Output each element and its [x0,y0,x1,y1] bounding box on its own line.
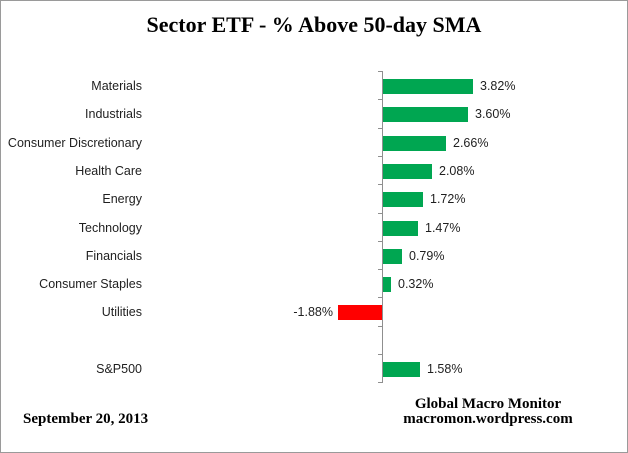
value-label-consumer-staples: 0.32% [398,277,434,291]
bar-financials [383,249,402,264]
category-label-utilities: Utilities [101,305,142,319]
category-label-materials: Materials [91,79,142,93]
category-label-health-care: Health Care [75,164,142,178]
value-label-industrials: 3.60% [475,107,511,121]
bar-industrials [383,107,468,122]
value-label-utilities: -1.88% [293,305,333,319]
category-label-consumer-staples: Consumer Staples [39,277,142,291]
axis-tick [378,156,382,157]
axis-tick [378,213,382,214]
value-label-s-p500: 1.58% [427,362,463,376]
axis-tick [378,71,382,72]
category-label-consumer-discretionary: Consumer Discretionary [7,136,142,150]
category-label-financials: Financials [85,249,142,263]
bar-s-p500 [383,362,420,377]
axis-tick [378,184,382,185]
axis-tick [378,297,382,298]
axis-tick [378,326,382,327]
value-label-energy: 1.72% [430,192,466,206]
value-label-health-care: 2.08% [439,164,475,178]
bar-consumer-staples [383,277,391,292]
axis-tick [378,99,382,100]
category-label-s-p500: S&P500 [96,362,142,376]
source-attribution: Global Macro Monitor macromon.wordpress.… [348,396,627,427]
axis-tick [378,241,382,242]
bar-consumer-discretionary [383,136,446,151]
source-url: macromon.wordpress.com [403,411,573,427]
source-name: Global Macro Monitor [414,396,562,412]
date-label: September 20, 2013 [23,411,149,427]
axis-tick [378,382,382,383]
bar-technology [383,221,418,236]
value-label-technology: 1.47% [425,221,461,235]
value-label-materials: 3.82% [480,79,516,93]
bar-utilities [338,305,382,320]
bar-energy [383,192,423,207]
category-label-energy: Energy [102,192,142,206]
bar-materials [383,79,473,94]
value-label-consumer-discretionary: 2.66% [453,136,489,150]
category-label-industrials: Industrials [85,107,142,121]
value-label-financials: 0.79% [409,249,445,263]
axis-tick [378,269,382,270]
axis-tick [378,354,382,355]
value-axis-line [382,71,383,383]
axis-tick [378,128,382,129]
bar-health-care [383,164,432,179]
chart-title: Sector ETF - % Above 50-day SMA [146,12,482,37]
category-label-technology: Technology [78,221,142,235]
